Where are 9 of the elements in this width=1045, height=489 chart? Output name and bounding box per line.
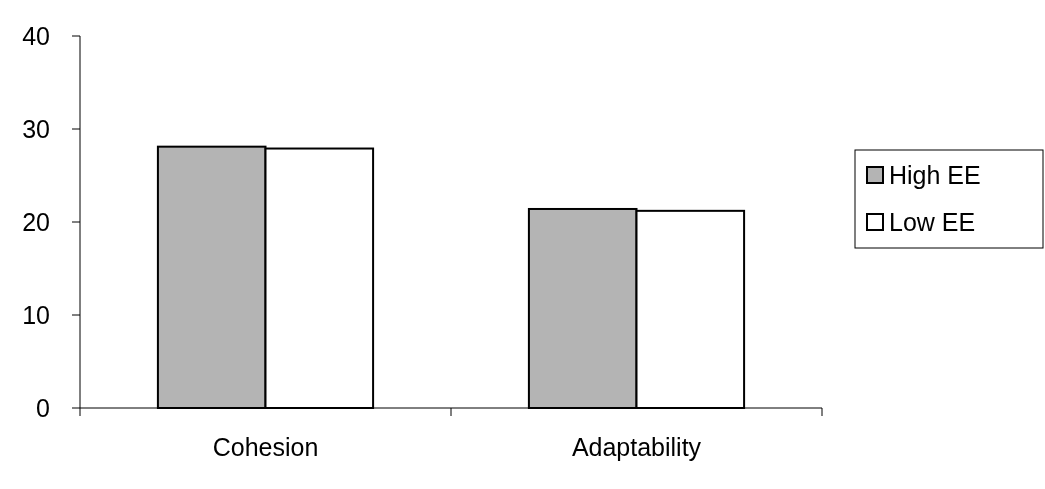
y-tick-label: 10 bbox=[22, 300, 50, 329]
x-tick-label: Adaptability bbox=[571, 433, 702, 461]
y-tick-label: 0 bbox=[36, 393, 50, 422]
y-tick-label: 40 bbox=[22, 21, 50, 50]
y-tick-label: 30 bbox=[22, 114, 50, 143]
x-tick-label: Cohesion bbox=[212, 433, 319, 461]
y-tick-label: 20 bbox=[22, 207, 50, 236]
legend-label: High EE bbox=[889, 160, 981, 189]
legend-label: Low EE bbox=[889, 207, 976, 236]
